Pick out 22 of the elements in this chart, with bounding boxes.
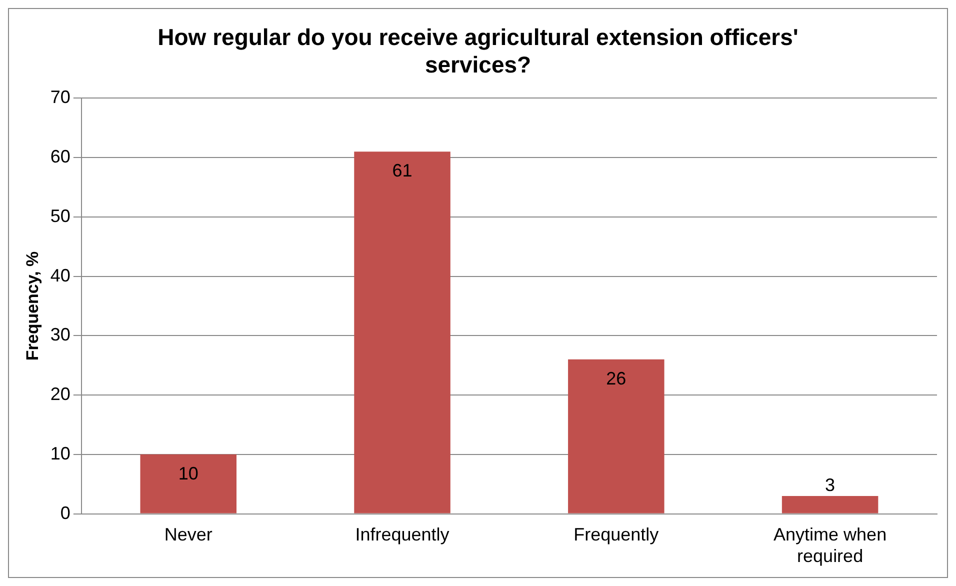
bar: [354, 152, 450, 514]
chart-title: How regular do you receive agricultural extension officers' services?: [158, 24, 798, 78]
bar: [568, 359, 664, 514]
y-tick-label: 40: [50, 265, 70, 286]
y-tick-label: 60: [50, 146, 70, 167]
data-label: 10: [178, 463, 198, 484]
y-tick-label: 70: [50, 87, 70, 108]
bar: [140, 454, 236, 514]
y-tick-label: 0: [60, 502, 70, 523]
y-tick-label: 30: [50, 324, 70, 345]
x-tick-label: Frequently: [574, 524, 659, 545]
y-tick-label: 50: [50, 206, 70, 226]
y-tick-label: 10: [50, 443, 70, 464]
data-label: 26: [606, 368, 626, 388]
data-label: 3: [825, 474, 836, 495]
x-tick-label: Never: [164, 524, 212, 545]
x-tick-label: Infrequently: [355, 524, 450, 545]
y-axis-title: Frequency, %: [22, 251, 42, 361]
x-tick-label: Anytime when required: [774, 524, 887, 566]
data-label: 61: [392, 160, 412, 181]
bar: [782, 496, 878, 514]
y-tick-label: 20: [50, 384, 70, 404]
